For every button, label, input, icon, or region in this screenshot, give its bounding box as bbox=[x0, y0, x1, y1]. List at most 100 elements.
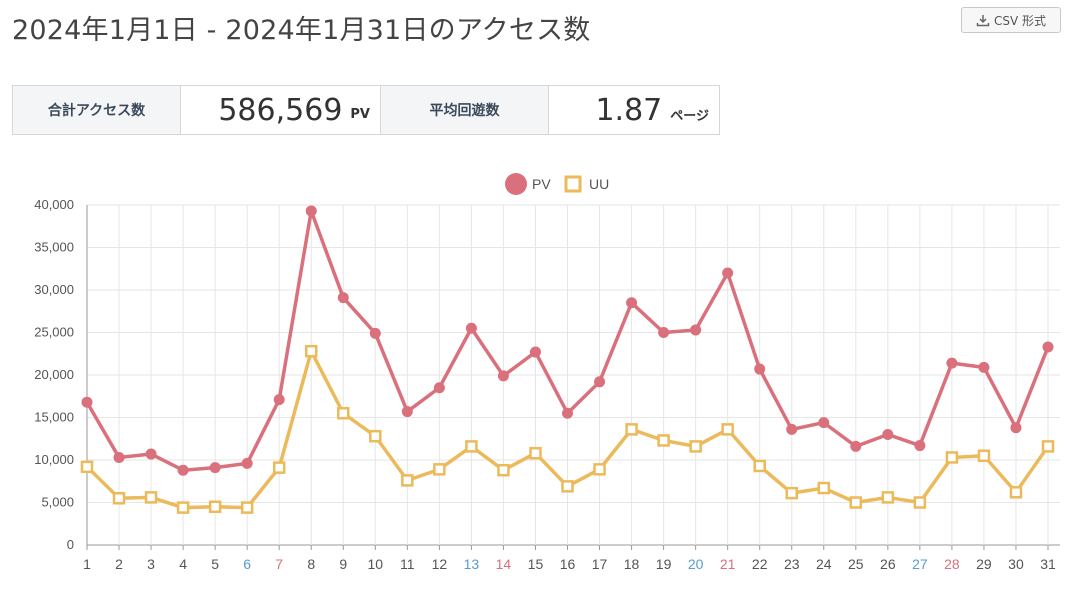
data-point-pv[interactable] bbox=[754, 363, 766, 375]
data-point-pv[interactable] bbox=[626, 297, 638, 309]
avg-pages-unit: ページ bbox=[670, 108, 709, 124]
data-point-uu[interactable] bbox=[337, 407, 350, 420]
avg-pages-value: 1.87 ページ bbox=[549, 86, 719, 134]
data-point-pv[interactable] bbox=[946, 357, 958, 369]
data-point-uu[interactable] bbox=[272, 461, 286, 474]
data-point-uu[interactable] bbox=[913, 496, 927, 509]
data-point-uu[interactable] bbox=[369, 429, 382, 443]
data-point-pv[interactable] bbox=[465, 322, 477, 334]
data-point-pv[interactable] bbox=[145, 448, 157, 460]
data-point-uu[interactable] bbox=[433, 463, 446, 476]
data-point-pv[interactable] bbox=[529, 346, 541, 358]
data-point-uu[interactable] bbox=[625, 423, 638, 436]
data-point-pv[interactable] bbox=[273, 394, 285, 406]
data-point-pv[interactable] bbox=[722, 267, 734, 279]
data-point-pv[interactable] bbox=[978, 361, 990, 373]
x-tick-label: 6 bbox=[243, 556, 251, 572]
legend-uu-marker[interactable] bbox=[564, 175, 582, 193]
data-point-uu[interactable] bbox=[304, 344, 318, 358]
data-point-uu[interactable] bbox=[144, 491, 158, 504]
x-tick-label: 9 bbox=[339, 556, 347, 572]
avg-pages-number: 1.87 bbox=[595, 92, 663, 128]
data-point-pv[interactable] bbox=[882, 429, 894, 440]
avg-pages-label: 平均回遊数 bbox=[381, 86, 549, 134]
y-tick-label: 40,000 bbox=[34, 197, 74, 212]
data-point-uu[interactable] bbox=[529, 446, 542, 460]
data-point-uu[interactable] bbox=[112, 492, 126, 505]
data-point-uu[interactable] bbox=[240, 501, 254, 514]
y-tick-label: 0 bbox=[67, 537, 74, 552]
data-point-uu[interactable] bbox=[657, 434, 670, 447]
data-point-uu[interactable] bbox=[785, 486, 798, 500]
x-tick-label: 11 bbox=[400, 556, 415, 572]
x-tick-label: 14 bbox=[496, 556, 512, 572]
data-point-pv[interactable] bbox=[369, 327, 381, 339]
y-tick-label: 30,000 bbox=[34, 282, 74, 297]
x-tick-label: 2 bbox=[115, 556, 123, 572]
data-point-uu[interactable] bbox=[593, 463, 606, 476]
x-tick-label: 26 bbox=[880, 556, 896, 572]
data-point-uu[interactable] bbox=[465, 440, 478, 453]
data-point-uu[interactable] bbox=[721, 423, 734, 436]
x-tick-label: 23 bbox=[784, 556, 800, 572]
csv-export-button[interactable]: CSV 形式 bbox=[961, 7, 1061, 33]
data-point-pv[interactable] bbox=[562, 407, 573, 419]
data-point-uu[interactable] bbox=[817, 481, 831, 495]
data-point-uu[interactable] bbox=[977, 449, 991, 462]
data-point-pv[interactable] bbox=[113, 451, 125, 463]
data-point-pv[interactable] bbox=[786, 423, 798, 435]
x-tick-label: 13 bbox=[464, 556, 480, 572]
x-tick-label: 8 bbox=[307, 556, 315, 572]
data-point-uu[interactable] bbox=[881, 491, 895, 504]
x-tick-label: 29 bbox=[976, 556, 992, 572]
legend-uu-label[interactable]: UU bbox=[589, 176, 609, 192]
data-point-pv[interactable] bbox=[305, 205, 317, 217]
y-tick-label: 10,000 bbox=[34, 452, 74, 467]
data-point-uu[interactable] bbox=[80, 460, 94, 474]
data-point-pv[interactable] bbox=[401, 406, 413, 418]
data-point-pv[interactable] bbox=[594, 376, 606, 388]
data-point-pv[interactable] bbox=[850, 440, 862, 452]
x-tick-label: 16 bbox=[560, 556, 576, 572]
y-tick-label: 5,000 bbox=[41, 495, 74, 510]
data-point-pv[interactable] bbox=[818, 417, 830, 429]
data-point-pv[interactable] bbox=[497, 370, 509, 382]
data-point-uu[interactable] bbox=[753, 459, 766, 473]
legend-pv-marker[interactable] bbox=[505, 173, 527, 195]
data-point-uu[interactable] bbox=[945, 451, 959, 464]
data-point-uu[interactable] bbox=[497, 463, 510, 477]
data-point-uu[interactable] bbox=[1009, 486, 1023, 499]
page-title: 2024年1月1日 - 2024年1月31日のアクセス数 bbox=[12, 15, 591, 46]
access-line-chart: 0 5,000 10,000 15,000 20,000 25,000 30,000 35,0… bbox=[34, 173, 1060, 572]
data-point-pv[interactable] bbox=[177, 464, 189, 476]
data-point-pv[interactable] bbox=[209, 462, 221, 474]
data-point-pv[interactable] bbox=[81, 396, 93, 408]
data-point-uu[interactable] bbox=[561, 480, 574, 493]
data-point-uu[interactable] bbox=[849, 496, 863, 509]
data-point-uu[interactable] bbox=[1041, 440, 1055, 453]
x-tick-label: 4 bbox=[179, 556, 187, 572]
x-tick-label: 27 bbox=[912, 556, 928, 572]
x-tick-label: 31 bbox=[1040, 556, 1056, 572]
x-tick-label: 3 bbox=[147, 556, 155, 572]
x-tick-label: 12 bbox=[432, 556, 448, 572]
data-point-uu[interactable] bbox=[401, 474, 414, 487]
data-point-pv[interactable] bbox=[241, 457, 253, 469]
data-point-pv[interactable] bbox=[337, 292, 349, 304]
data-point-uu[interactable] bbox=[208, 500, 222, 513]
x-tick-label: 17 bbox=[592, 556, 608, 572]
data-point-pv[interactable] bbox=[1010, 422, 1022, 434]
data-point-uu[interactable] bbox=[176, 501, 190, 514]
data-point-pv[interactable] bbox=[914, 440, 926, 452]
legend-pv-label[interactable]: PV bbox=[532, 176, 551, 192]
x-tick-label: 1 bbox=[83, 556, 91, 572]
data-point-pv[interactable] bbox=[690, 324, 702, 336]
stats-panel: 合計アクセス数 586,569 PV 平均回遊数 1.87 ページ bbox=[12, 85, 720, 135]
data-point-pv[interactable] bbox=[658, 327, 670, 338]
x-tick-label: 30 bbox=[1008, 556, 1024, 572]
data-point-pv[interactable] bbox=[1042, 341, 1054, 353]
data-point-pv[interactable] bbox=[433, 382, 445, 394]
data-point-uu[interactable] bbox=[689, 440, 702, 453]
x-tick-label: 24 bbox=[816, 556, 832, 572]
x-tick-label: 15 bbox=[528, 556, 544, 572]
